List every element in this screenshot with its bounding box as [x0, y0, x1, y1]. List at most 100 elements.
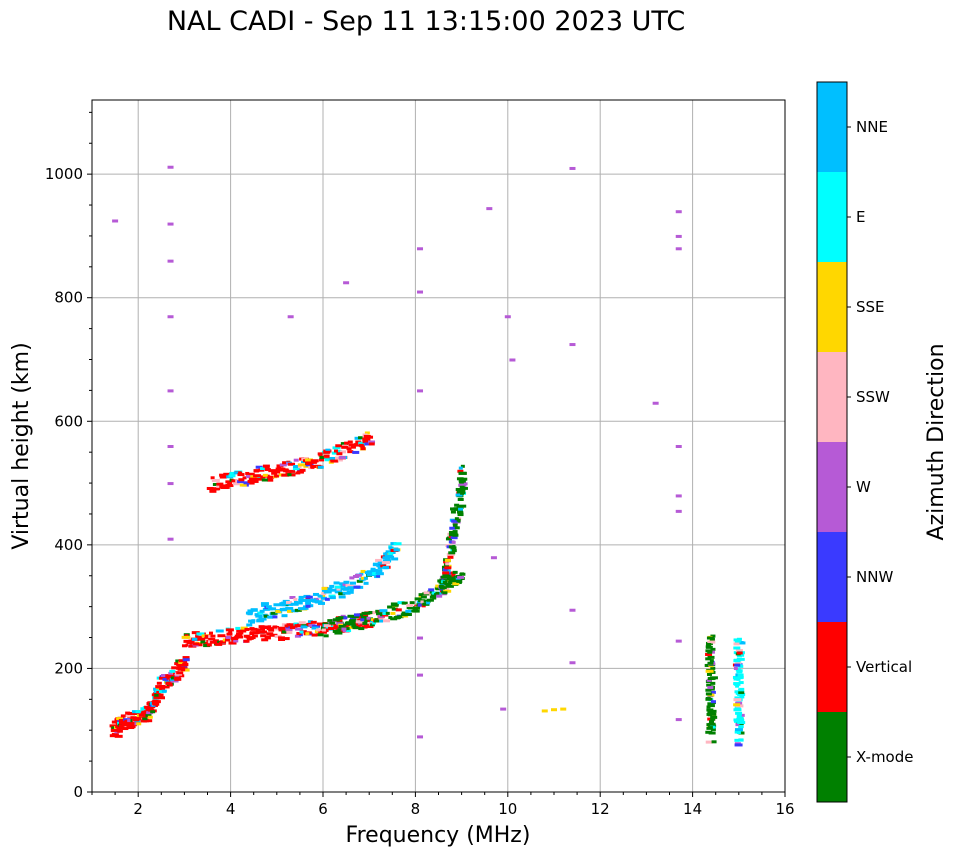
- echo-mark: [210, 476, 215, 480]
- echo-mark: [372, 563, 379, 567]
- echo-mark: [333, 449, 338, 453]
- echo-mark: [350, 445, 356, 449]
- echo-mark: [708, 722, 716, 726]
- x-tick-label: 4: [226, 800, 236, 818]
- echo-mark: [363, 619, 368, 623]
- echo-mark: [406, 605, 412, 609]
- echo-mark: [247, 612, 253, 616]
- y-axis-label: Virtual height (km): [9, 342, 34, 549]
- echo-mark: [509, 358, 516, 362]
- echo-mark: [340, 450, 347, 454]
- echo-mark: [184, 663, 189, 667]
- echo-mark: [353, 624, 361, 628]
- echo-mark: [397, 601, 405, 605]
- echo-mark: [285, 606, 294, 610]
- echo-mark: [738, 688, 745, 692]
- echo-mark: [351, 624, 357, 628]
- echo-mark: [238, 631, 244, 635]
- echo-mark: [735, 723, 740, 727]
- echo-mark: [706, 672, 712, 676]
- echo-mark: [246, 637, 252, 641]
- echo-mark: [260, 627, 266, 631]
- echo-mark: [735, 711, 743, 715]
- echo-mark: [378, 614, 385, 618]
- echo-mark: [738, 681, 744, 685]
- echo-mark: [219, 475, 227, 479]
- echo-mark: [291, 473, 296, 477]
- echo-mark: [147, 715, 153, 719]
- echo-mark: [375, 609, 381, 613]
- echo-mark: [181, 668, 190, 672]
- echo-mark: [299, 468, 306, 472]
- echo-mark: [289, 625, 295, 629]
- echo-mark: [323, 629, 329, 633]
- echo-mark: [387, 559, 392, 563]
- echo-mark: [346, 629, 352, 633]
- echo-mark: [409, 601, 415, 605]
- echo-mark: [445, 562, 450, 566]
- echo-mark: [156, 690, 161, 694]
- echo-mark: [451, 549, 457, 553]
- echo-mark: [336, 587, 341, 591]
- echo-mark: [342, 582, 348, 586]
- echo-mark: [144, 705, 151, 709]
- echo-mark: [279, 468, 287, 472]
- echo-mark: [458, 466, 463, 470]
- echo-mark: [458, 471, 467, 475]
- echo-mark: [259, 467, 265, 471]
- echo-mark: [227, 481, 233, 485]
- colorbar-frame: [816, 81, 848, 803]
- echo-mark: [452, 570, 458, 574]
- echo-mark: [121, 723, 126, 727]
- echo-mark: [448, 579, 455, 583]
- echo-mark: [374, 619, 380, 623]
- echo-mark: [709, 659, 714, 663]
- plot-area: [92, 100, 785, 792]
- echo-mark: [243, 639, 250, 643]
- echo-mark: [458, 507, 464, 511]
- echo-mark: [325, 448, 331, 452]
- echo-mark: [735, 649, 743, 653]
- echo-mark: [707, 726, 713, 730]
- echo-mark: [706, 683, 712, 687]
- echo-mark: [390, 617, 398, 621]
- echo-mark: [343, 616, 348, 620]
- echo-mark: [287, 315, 294, 319]
- echo-mark: [169, 669, 176, 673]
- echo-mark: [335, 456, 341, 460]
- echo-mark: [734, 738, 740, 742]
- echo-mark: [226, 632, 233, 636]
- echo-mark: [178, 659, 185, 663]
- echo-mark: [706, 708, 714, 712]
- echo-mark: [136, 717, 142, 721]
- echo-mark: [416, 600, 422, 604]
- echo-mark: [331, 451, 337, 455]
- echo-mark: [452, 523, 457, 527]
- echo-mark: [281, 623, 287, 627]
- echo-mark: [267, 478, 274, 482]
- echo-mark: [186, 635, 191, 639]
- colorbar-label: Azimuth Direction: [924, 343, 949, 540]
- echo-mark: [457, 575, 465, 579]
- echo-mark: [324, 597, 330, 601]
- echo-mark: [338, 625, 345, 629]
- echo-mark: [456, 490, 465, 494]
- echo-mark: [401, 611, 409, 615]
- echo-mark: [457, 511, 464, 515]
- echo-mark: [362, 621, 368, 625]
- echo-mark: [390, 611, 396, 615]
- echo-mark: [310, 459, 319, 463]
- echo-mark: [231, 479, 238, 483]
- echo-mark: [452, 533, 459, 537]
- echo-mark: [738, 725, 744, 729]
- echo-mark: [114, 734, 123, 738]
- echo-mark: [457, 497, 464, 501]
- echo-mark: [705, 740, 713, 744]
- echo-mark: [447, 555, 454, 559]
- echo-mark: [384, 557, 390, 561]
- echo-mark: [359, 613, 364, 617]
- echo-mark: [265, 605, 272, 609]
- echo-mark: [181, 635, 189, 639]
- echo-mark: [232, 482, 240, 486]
- echo-mark: [733, 703, 741, 707]
